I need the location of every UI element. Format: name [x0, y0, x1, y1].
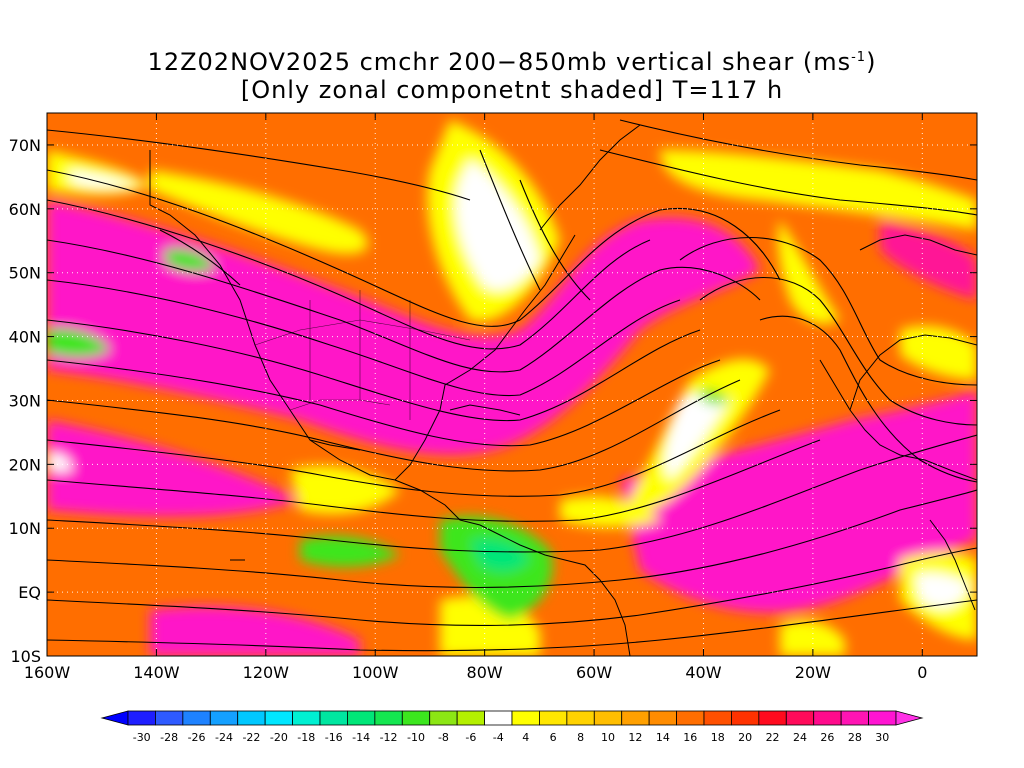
- colorbar-swatch: [785, 710, 815, 726]
- lat-tick-label: 60N: [9, 200, 41, 219]
- colorbar-label: 14: [656, 731, 670, 744]
- lon-tick-label: 140W: [133, 663, 180, 682]
- colorbar-swatch: [374, 710, 403, 726]
- colorbar-swatch: [758, 710, 787, 726]
- lon-tick-label: 40W: [685, 663, 721, 682]
- colorbar-label: -24: [215, 731, 233, 744]
- colorbar-swatch: [456, 710, 485, 726]
- colorbar-high-arrow: [895, 710, 924, 726]
- shear-shading: [47, 113, 977, 656]
- colorbar-swatch: [621, 710, 650, 726]
- colorbar-label: -30: [133, 731, 151, 744]
- colorbar-label: 6: [550, 731, 557, 744]
- map-axes: 10S EQ 10N 20N 30N 40N 50N 60N 70N 160W 140W 120W 10…: [9, 113, 977, 682]
- lon-tick-label: 0: [917, 663, 927, 682]
- colorbar: -30 -28 -26 -24 -22 -20 -18 -16 -14 -12 -10 -8 -6 -4 4…: [100, 710, 924, 744]
- lat-tick-label: EQ: [18, 583, 41, 602]
- colorbar-label: 16: [683, 731, 697, 744]
- colorbar-label: -12: [380, 731, 398, 744]
- colorbar-swatch: [237, 710, 266, 726]
- lat-tick-label: 30N: [9, 391, 41, 410]
- colorbar-label: -4: [493, 731, 504, 744]
- colorbar-swatch: [648, 710, 677, 726]
- colorbar-swatch: [127, 710, 156, 726]
- title-line-1-end: ): [866, 48, 877, 76]
- colorbar-swatch: [813, 710, 842, 726]
- colorbar-swatch: [566, 710, 595, 726]
- colorbar-label: 18: [711, 731, 725, 744]
- lat-tick-label: 70N: [9, 136, 41, 155]
- colorbar-swatch: [155, 710, 184, 726]
- title-line-1-main: 12Z02NOV2025 cmchr 200−850mb vertical sh…: [147, 48, 852, 76]
- colorbar-swatch: [264, 710, 293, 726]
- colorbar-label: 4: [522, 731, 529, 744]
- colorbar-low-arrow: [100, 710, 129, 726]
- colorbar-label: -14: [352, 731, 370, 744]
- map-frame: [46, 112, 978, 657]
- lon-tick-label: 60W: [576, 663, 612, 682]
- colorbar-label: -6: [465, 731, 476, 744]
- colorbar-swatch: [676, 710, 705, 726]
- colorbar-label: 24: [793, 731, 807, 744]
- colorbar-swatch: [868, 710, 897, 726]
- coastlines: [149, 124, 977, 656]
- colorbar-swatch: [319, 710, 348, 726]
- colorbar-label: -8: [438, 731, 449, 744]
- colorbar-label: 30: [875, 731, 889, 744]
- colorbar-label: -18: [297, 731, 315, 744]
- lon-tick-label: 80W: [467, 663, 503, 682]
- title-unit-superscript: -1: [851, 50, 867, 65]
- colorbar-label: 22: [766, 731, 780, 744]
- lat-lon-grid: [47, 113, 977, 656]
- colorbar-swatch: [593, 710, 623, 726]
- colorbar-swatch: [731, 710, 760, 726]
- colorbar-swatch: [539, 710, 568, 726]
- colorbar-label: 20: [738, 731, 752, 744]
- colorbar-swatch: [429, 710, 458, 726]
- colorbar-swatch: [703, 710, 732, 726]
- colorbar-swatch: [182, 710, 211, 726]
- colorbar-swatch: [484, 710, 513, 726]
- colorbar-label: -16: [325, 731, 343, 744]
- title-line-2: [Only zonal componetnt shaded] T=117 h: [240, 76, 784, 104]
- colorbar-label: 28: [848, 731, 862, 744]
- lat-tick-label: 40N: [9, 328, 41, 347]
- lon-tick-label: 20W: [795, 663, 831, 682]
- colorbar-label: -20: [270, 731, 288, 744]
- lat-tick-label: 10S: [10, 647, 41, 666]
- lon-tick-label: 120W: [243, 663, 290, 682]
- colorbar-label: -22: [242, 731, 260, 744]
- colorbar-label: 8: [577, 731, 584, 744]
- colorbar-swatch: [401, 710, 431, 726]
- colorbar-swatch: [292, 710, 321, 726]
- lon-tick-label: 100W: [352, 663, 399, 682]
- colorbar-label: -28: [160, 731, 178, 744]
- colorbar-label: -10: [407, 731, 425, 744]
- title-line-1: 12Z02NOV2025 cmchr 200−850mb vertical sh…: [0, 44, 1024, 76]
- colorbar-swatch: [209, 710, 239, 726]
- colorbar-swatch: [840, 710, 869, 726]
- colorbar-label: 10: [601, 731, 615, 744]
- colorbar-label: -26: [188, 731, 206, 744]
- political-borders: [254, 290, 471, 420]
- streamlines: [47, 119, 977, 652]
- colorbar-label: 26: [820, 731, 834, 744]
- colorbar-label: 12: [628, 731, 642, 744]
- lon-tick-label: 160W: [24, 663, 71, 682]
- lat-tick-label: 50N: [9, 264, 41, 283]
- lat-tick-label: 10N: [9, 519, 41, 538]
- colorbar-swatch: [511, 710, 540, 726]
- colorbar-swatch: [347, 710, 376, 726]
- lat-tick-label: 20N: [9, 455, 41, 474]
- plot-title: 12Z02NOV2025 cmchr 200−850mb vertical sh…: [0, 44, 1024, 104]
